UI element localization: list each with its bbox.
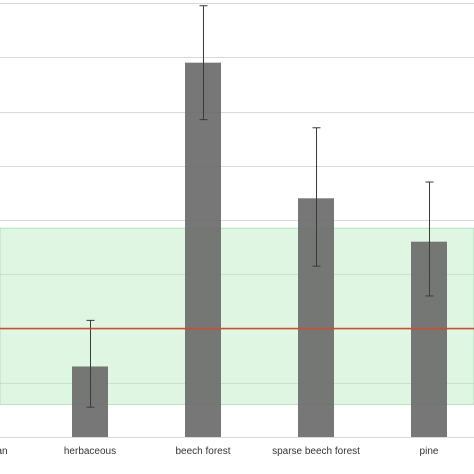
bars: [72, 62, 447, 438]
reference-band-layer: [0, 227, 474, 405]
bar-2: [185, 62, 221, 438]
x-tick-label-4: pine: [420, 446, 439, 457]
x-tick-label-0: an: [0, 446, 8, 457]
error-bars: [86, 5, 434, 408]
x-tick-label-1: herbaceous: [64, 446, 116, 457]
reference-band: [0, 227, 474, 405]
x-tick-label-2: beech forest: [175, 446, 230, 457]
x-tick-labels: an herbaceous beech forest sparse beech for…: [0, 446, 439, 457]
x-tick-label-3: sparse beech forest: [272, 446, 360, 457]
